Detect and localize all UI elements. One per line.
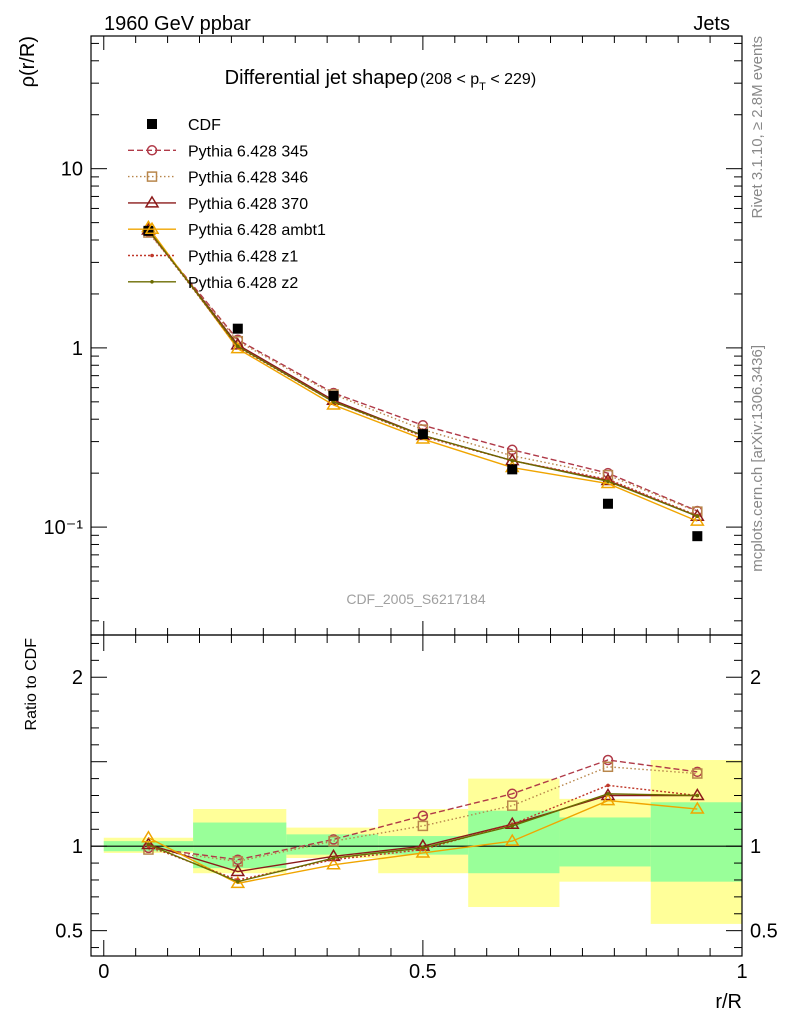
ratio-ytick-label-right: 0.5 xyxy=(750,921,778,943)
ratio-ytick-label-left: 0.5 xyxy=(55,921,83,943)
main-panel: 10⁻¹ 1 10 ρ(r/R) Differential jet shapeρ (… xyxy=(17,35,743,636)
main-point xyxy=(689,513,705,526)
ratio-point xyxy=(328,835,339,847)
legend-item: Pythia 6.428 z1 xyxy=(128,249,298,266)
ratio-ytick-label-left: 2 xyxy=(72,667,83,689)
ratio-point xyxy=(506,788,518,800)
legend-label: Pythia 6.428 346 xyxy=(188,170,308,187)
ratio-point xyxy=(417,820,429,832)
ratio-xlabel: r/R xyxy=(715,991,742,1013)
main-point xyxy=(602,498,613,509)
legend-label: Pythia 6.428 z1 xyxy=(188,249,298,266)
legend-item: CDF xyxy=(147,117,221,134)
ratio-point xyxy=(421,846,425,850)
ratio-band-inner xyxy=(559,817,651,867)
legend-marker xyxy=(150,253,154,258)
rivet-label: Rivet 3.1.10, ≥ 2.8M events xyxy=(749,36,766,219)
ratio-point xyxy=(602,754,614,766)
ratio-point xyxy=(417,810,429,822)
main-point xyxy=(232,323,243,334)
main-point xyxy=(692,531,703,542)
ratio-point xyxy=(141,837,156,850)
ratio-point xyxy=(146,842,151,847)
main-point xyxy=(328,390,339,401)
ratio-point xyxy=(689,801,705,814)
main-ytick-label: 10 xyxy=(61,159,83,181)
ratio-ytick-label-right: 2 xyxy=(750,667,761,689)
ratio-point xyxy=(510,824,515,828)
main-point xyxy=(507,464,518,475)
legend-marker xyxy=(144,221,160,234)
ratio-ylabel: Ratio to CDF xyxy=(23,638,40,731)
ratio-point xyxy=(506,800,518,811)
mcplots-label: mcplots.cern.ch [arXiv:1306.3436] xyxy=(749,345,766,572)
legend-label: Pythia 6.428 370 xyxy=(188,196,308,213)
legend-marker xyxy=(146,145,158,156)
main-point xyxy=(606,479,610,484)
ratio-point xyxy=(415,845,431,858)
main-point xyxy=(510,458,515,463)
main-point xyxy=(331,400,336,404)
legend-label: Pythia 6.428 z2 xyxy=(188,275,298,292)
main-ytick-label: 1 xyxy=(72,338,83,360)
main-ytick-label: 10⁻¹ xyxy=(44,517,84,539)
ratio-xtick-label: 0 xyxy=(98,961,109,983)
ratio-point xyxy=(504,833,520,846)
main-title: Differential jet shapeρ xyxy=(225,67,418,89)
main-point xyxy=(143,225,154,236)
main-ylabel: ρ(r/R) xyxy=(17,36,39,87)
legend-item: Pythia 6.428 z2 xyxy=(128,275,298,292)
header-left: 1960 GeV ppbar xyxy=(104,13,251,35)
legend-label: Pythia 6.428 ambt1 xyxy=(188,222,326,239)
ratio-point xyxy=(230,864,246,877)
legend-marker xyxy=(150,280,154,284)
main-point xyxy=(600,473,616,486)
ratio-point xyxy=(689,788,705,801)
main-point xyxy=(235,344,240,349)
main-point xyxy=(695,514,700,519)
main-point xyxy=(417,429,428,440)
ratio-point xyxy=(141,830,156,843)
ratio-point xyxy=(504,816,520,829)
ratio-line xyxy=(148,759,698,861)
ratio-point xyxy=(606,792,610,796)
legend-marker xyxy=(147,119,157,129)
watermark: CDF_2005_S6217184 xyxy=(346,591,486,607)
ratio-point xyxy=(606,783,610,788)
legend-item: Pythia 6.428 345 xyxy=(128,143,308,160)
legend-marker xyxy=(144,195,160,208)
ratio-xtick-label: 0.5 xyxy=(409,961,437,983)
ratio-point xyxy=(692,768,703,779)
legend: CDF Pythia 6.428 345 Pythia 6.428 346 Pythi… xyxy=(128,117,326,292)
legend-marker xyxy=(146,171,158,182)
main-title-suffix: (208 < pT < 229) xyxy=(420,71,536,93)
legend-item: Pythia 6.428 346 xyxy=(128,170,308,187)
main-series-0 xyxy=(143,225,703,542)
legend-label: CDF xyxy=(188,117,221,134)
ratio-point xyxy=(695,793,700,798)
ratio-series-5 xyxy=(146,792,700,884)
legend-label: Pythia 6.428 345 xyxy=(188,143,308,160)
header-right: Jets xyxy=(693,13,730,35)
ratio-point xyxy=(602,761,614,773)
ratio-point xyxy=(230,875,246,889)
legend-item: Pythia 6.428 ambt1 xyxy=(128,221,326,239)
legend-item: Pythia 6.428 370 xyxy=(128,195,308,213)
ratio-point xyxy=(326,857,341,870)
ratio-point xyxy=(235,879,240,884)
ratio-xtick-label: 1 xyxy=(736,961,747,983)
ratio-band-inner xyxy=(650,802,742,882)
ratio-ytick-label-right: 1 xyxy=(750,836,761,858)
ratio-ytick-label-left: 1 xyxy=(72,836,83,858)
ratio-point xyxy=(331,856,336,860)
main-point xyxy=(326,397,341,410)
ratio-point xyxy=(600,793,616,806)
ratio-panel: 0.5 0.51 12 20 0.5 1 Ratio to CDF r/R xyxy=(23,634,778,1013)
